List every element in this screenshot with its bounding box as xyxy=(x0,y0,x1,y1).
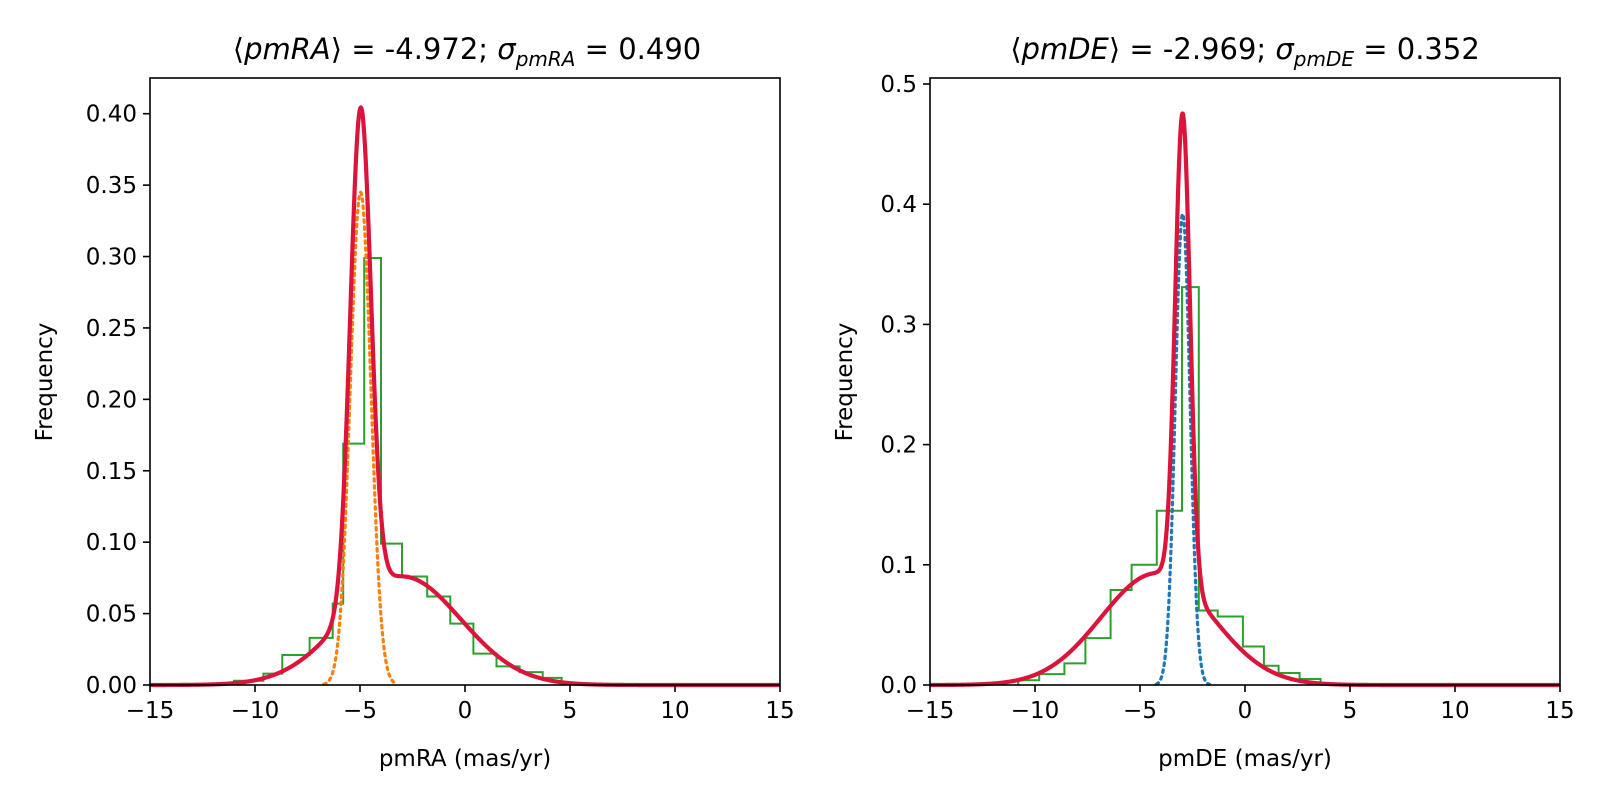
pmde-panel: ⟨pmDE⟩ = -2.969; σpmDE = 0.352 −15 −10 −5 0… xyxy=(832,32,1575,772)
pmra-y-tick-label: 0.05 xyxy=(86,602,137,628)
pmde-title-sigma-subscript: pmDE xyxy=(1293,47,1355,71)
pmde-x-tick-label: −10 xyxy=(1011,698,1060,724)
pmra-axes-frame xyxy=(149,77,781,686)
pmra-x-tick-label: 0 xyxy=(458,698,473,724)
pmde-x-tick-label: −5 xyxy=(1123,698,1157,724)
pmde-axes-frame xyxy=(929,77,1561,686)
pmde-total-fit-curve xyxy=(928,111,1562,688)
pmra-x-tick-label: −10 xyxy=(231,698,280,724)
pmra-title-mean-symbol: pmRA xyxy=(243,32,331,66)
pmde-x-tick-label: 5 xyxy=(1343,698,1358,724)
pmra-x-tick-label: −5 xyxy=(343,698,377,724)
pmde-x-tick-label: 10 xyxy=(1440,698,1469,724)
pmde-histogram xyxy=(1017,286,1322,685)
pmra-x-tick-label: 10 xyxy=(660,698,689,724)
pmra-histogram xyxy=(233,256,563,685)
pmde-y-axis-label: Frequency xyxy=(832,323,858,442)
pmde-x-tick-label: 15 xyxy=(1545,698,1574,724)
pmra-title-sigma-subscript: pmRA xyxy=(515,47,576,71)
pmde-title-sigma-value: 0.352 xyxy=(1397,32,1480,66)
pmde-y-axis: 0.0 0.1 0.2 0.3 0.4 0.5 xyxy=(880,72,930,699)
pmde-x-axis-label: pmDE (mas/yr) xyxy=(1158,746,1332,772)
pmra-y-tick-label: 0.15 xyxy=(86,459,137,485)
pmra-x-axis: −15 −10 −5 0 5 10 15 xyxy=(126,685,795,724)
pmra-component-1-curve xyxy=(322,189,399,686)
pmra-title-mean-value: -4.972 xyxy=(385,32,479,66)
pmra-y-tick-label: 0.30 xyxy=(86,245,137,271)
pmra-y-tick-label: 0.25 xyxy=(86,316,137,342)
pmde-y-tick-label: 0.3 xyxy=(880,312,917,338)
pmde-title: ⟨pmDE⟩ = -2.969; σpmDE = 0.352 xyxy=(1010,32,1480,71)
pmde-title-mean-value: -2.969 xyxy=(1163,32,1257,66)
pmde-y-tick-label: 0.5 xyxy=(880,72,917,98)
pmde-component-0-curve xyxy=(1154,210,1211,686)
pmra-title-sigma-value: 0.490 xyxy=(618,32,701,66)
pmra-y-tick-label: 0.35 xyxy=(86,173,137,199)
pmra-y-axis: 0.00 0.05 0.10 0.15 0.20 0.25 0.30 0.35 0.40 xyxy=(86,102,150,699)
pmde-x-tick-label: −15 xyxy=(906,698,955,724)
pmra-y-tick-label: 0.40 xyxy=(86,102,137,128)
pmde-y-tick-label: 0.2 xyxy=(880,433,917,459)
pmde-y-tick-label: 0.1 xyxy=(880,553,917,579)
pmra-panel: ⟨pmRA⟩ = -4.972; σpmRA = 0.490 −15 −10 −5 0… xyxy=(32,32,795,772)
pmra-x-tick-label: −15 xyxy=(126,698,175,724)
pmra-total-fit-curve xyxy=(148,105,782,688)
pmde-y-tick-label: 0.0 xyxy=(880,673,917,699)
pmra-title: ⟨pmRA⟩ = -4.972; σpmRA = 0.490 xyxy=(233,32,701,71)
pmra-x-tick-label: 15 xyxy=(765,698,794,724)
pmde-y-tick-label: 0.4 xyxy=(880,192,917,218)
pmra-x-axis-label: pmRA (mas/yr) xyxy=(379,746,551,772)
pmra-y-tick-label: 0.10 xyxy=(86,530,137,556)
pmde-x-axis: −15 −10 −5 0 5 10 15 xyxy=(906,685,1575,724)
pmde-title-mean-symbol: pmDE xyxy=(1021,32,1110,66)
pmra-plot-area xyxy=(148,105,782,688)
pmra-y-tick-label: 0.20 xyxy=(86,387,137,413)
pmra-y-axis-label: Frequency xyxy=(32,323,58,442)
pmra-x-tick-label: 5 xyxy=(563,698,578,724)
pmde-x-tick-label: 0 xyxy=(1238,698,1253,724)
pmra-y-tick-label: 0.00 xyxy=(86,673,137,699)
pmde-plot-area xyxy=(928,111,1562,688)
